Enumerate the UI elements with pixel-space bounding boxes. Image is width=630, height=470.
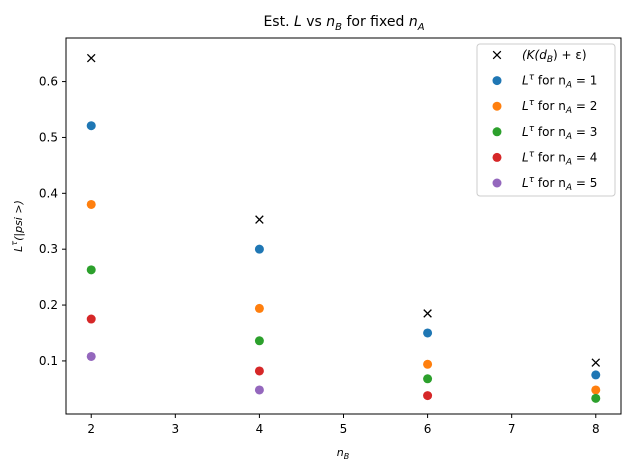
data-point-series-2: [86, 199, 96, 209]
x-tick-label: 3: [171, 422, 179, 436]
data-point-series-3: [423, 374, 433, 384]
legend-marker-5: [492, 178, 502, 188]
data-point-series-2: [423, 359, 433, 369]
x-tick-label: 4: [256, 422, 264, 436]
data-point-series-5: [254, 385, 264, 395]
data-points: [86, 53, 601, 403]
data-point-series-4: [254, 366, 264, 376]
data-point-series-0: [86, 53, 96, 63]
legend-label-5: Lτ for nA = 5: [522, 175, 597, 193]
legend-marker-0: [492, 50, 502, 60]
legend-label-0: (K(dB) + ε): [522, 48, 587, 65]
data-point-series-0: [591, 358, 601, 367]
x-tick-label: 2: [87, 422, 95, 436]
y-axis-label: Lτ(|psi >): [10, 200, 25, 252]
x-axis-ticks: 2 3 4 5 6 7 8: [87, 414, 600, 436]
data-point-series-1: [254, 244, 264, 254]
legend-label-2: Lτ for nA = 2: [522, 98, 597, 116]
y-axis-ticks: 0.1 0.2 0.3 0.4 0.5 0.6: [39, 75, 66, 368]
data-point-series-4: [86, 314, 96, 324]
legend-label-1: Lτ for nA = 1: [522, 73, 597, 91]
y-tick-label: 0.3: [39, 242, 58, 256]
legend-box: [476, 43, 616, 197]
data-point-series-2: [254, 303, 264, 313]
data-point-series-1: [86, 121, 96, 131]
legend-label-4: Lτ for nA = 4: [522, 149, 597, 167]
x-axis-label: nB: [337, 446, 349, 461]
chart-title: Est. L vs nB for fixed nA: [263, 14, 424, 33]
y-tick-label: 0.6: [39, 75, 58, 89]
x-tick-label: 5: [340, 422, 348, 436]
y-tick-label: 0.5: [39, 130, 58, 144]
x-tick-label: 8: [592, 422, 600, 436]
data-point-series-3: [591, 393, 601, 403]
data-point-series-5: [86, 351, 96, 361]
data-point-series-3: [86, 265, 96, 275]
legend-marker-4: [492, 152, 502, 162]
x-tick-label: 7: [508, 422, 516, 436]
legend-label-3: Lτ for nA = 3: [522, 124, 597, 142]
data-point-series-1: [591, 370, 601, 380]
data-point-series-3: [254, 336, 264, 346]
data-point-series-2: [591, 385, 601, 395]
legend: (K(dB) + ε) Lτ for nA = 1 Lτ for nA = 2 Lτ …: [476, 43, 616, 197]
legend-marker-2: [492, 101, 502, 111]
y-tick-label: 0.1: [39, 354, 58, 368]
data-point-series-0: [423, 309, 432, 318]
y-tick-label: 0.4: [39, 186, 58, 200]
x-tick-label: 6: [424, 422, 432, 436]
data-point-series-1: [423, 328, 433, 338]
data-point-series-4: [423, 391, 433, 401]
legend-marker-1: [492, 76, 502, 86]
y-tick-label: 0.2: [39, 298, 58, 312]
legend-marker-3: [492, 127, 502, 137]
data-point-series-0: [255, 215, 264, 224]
